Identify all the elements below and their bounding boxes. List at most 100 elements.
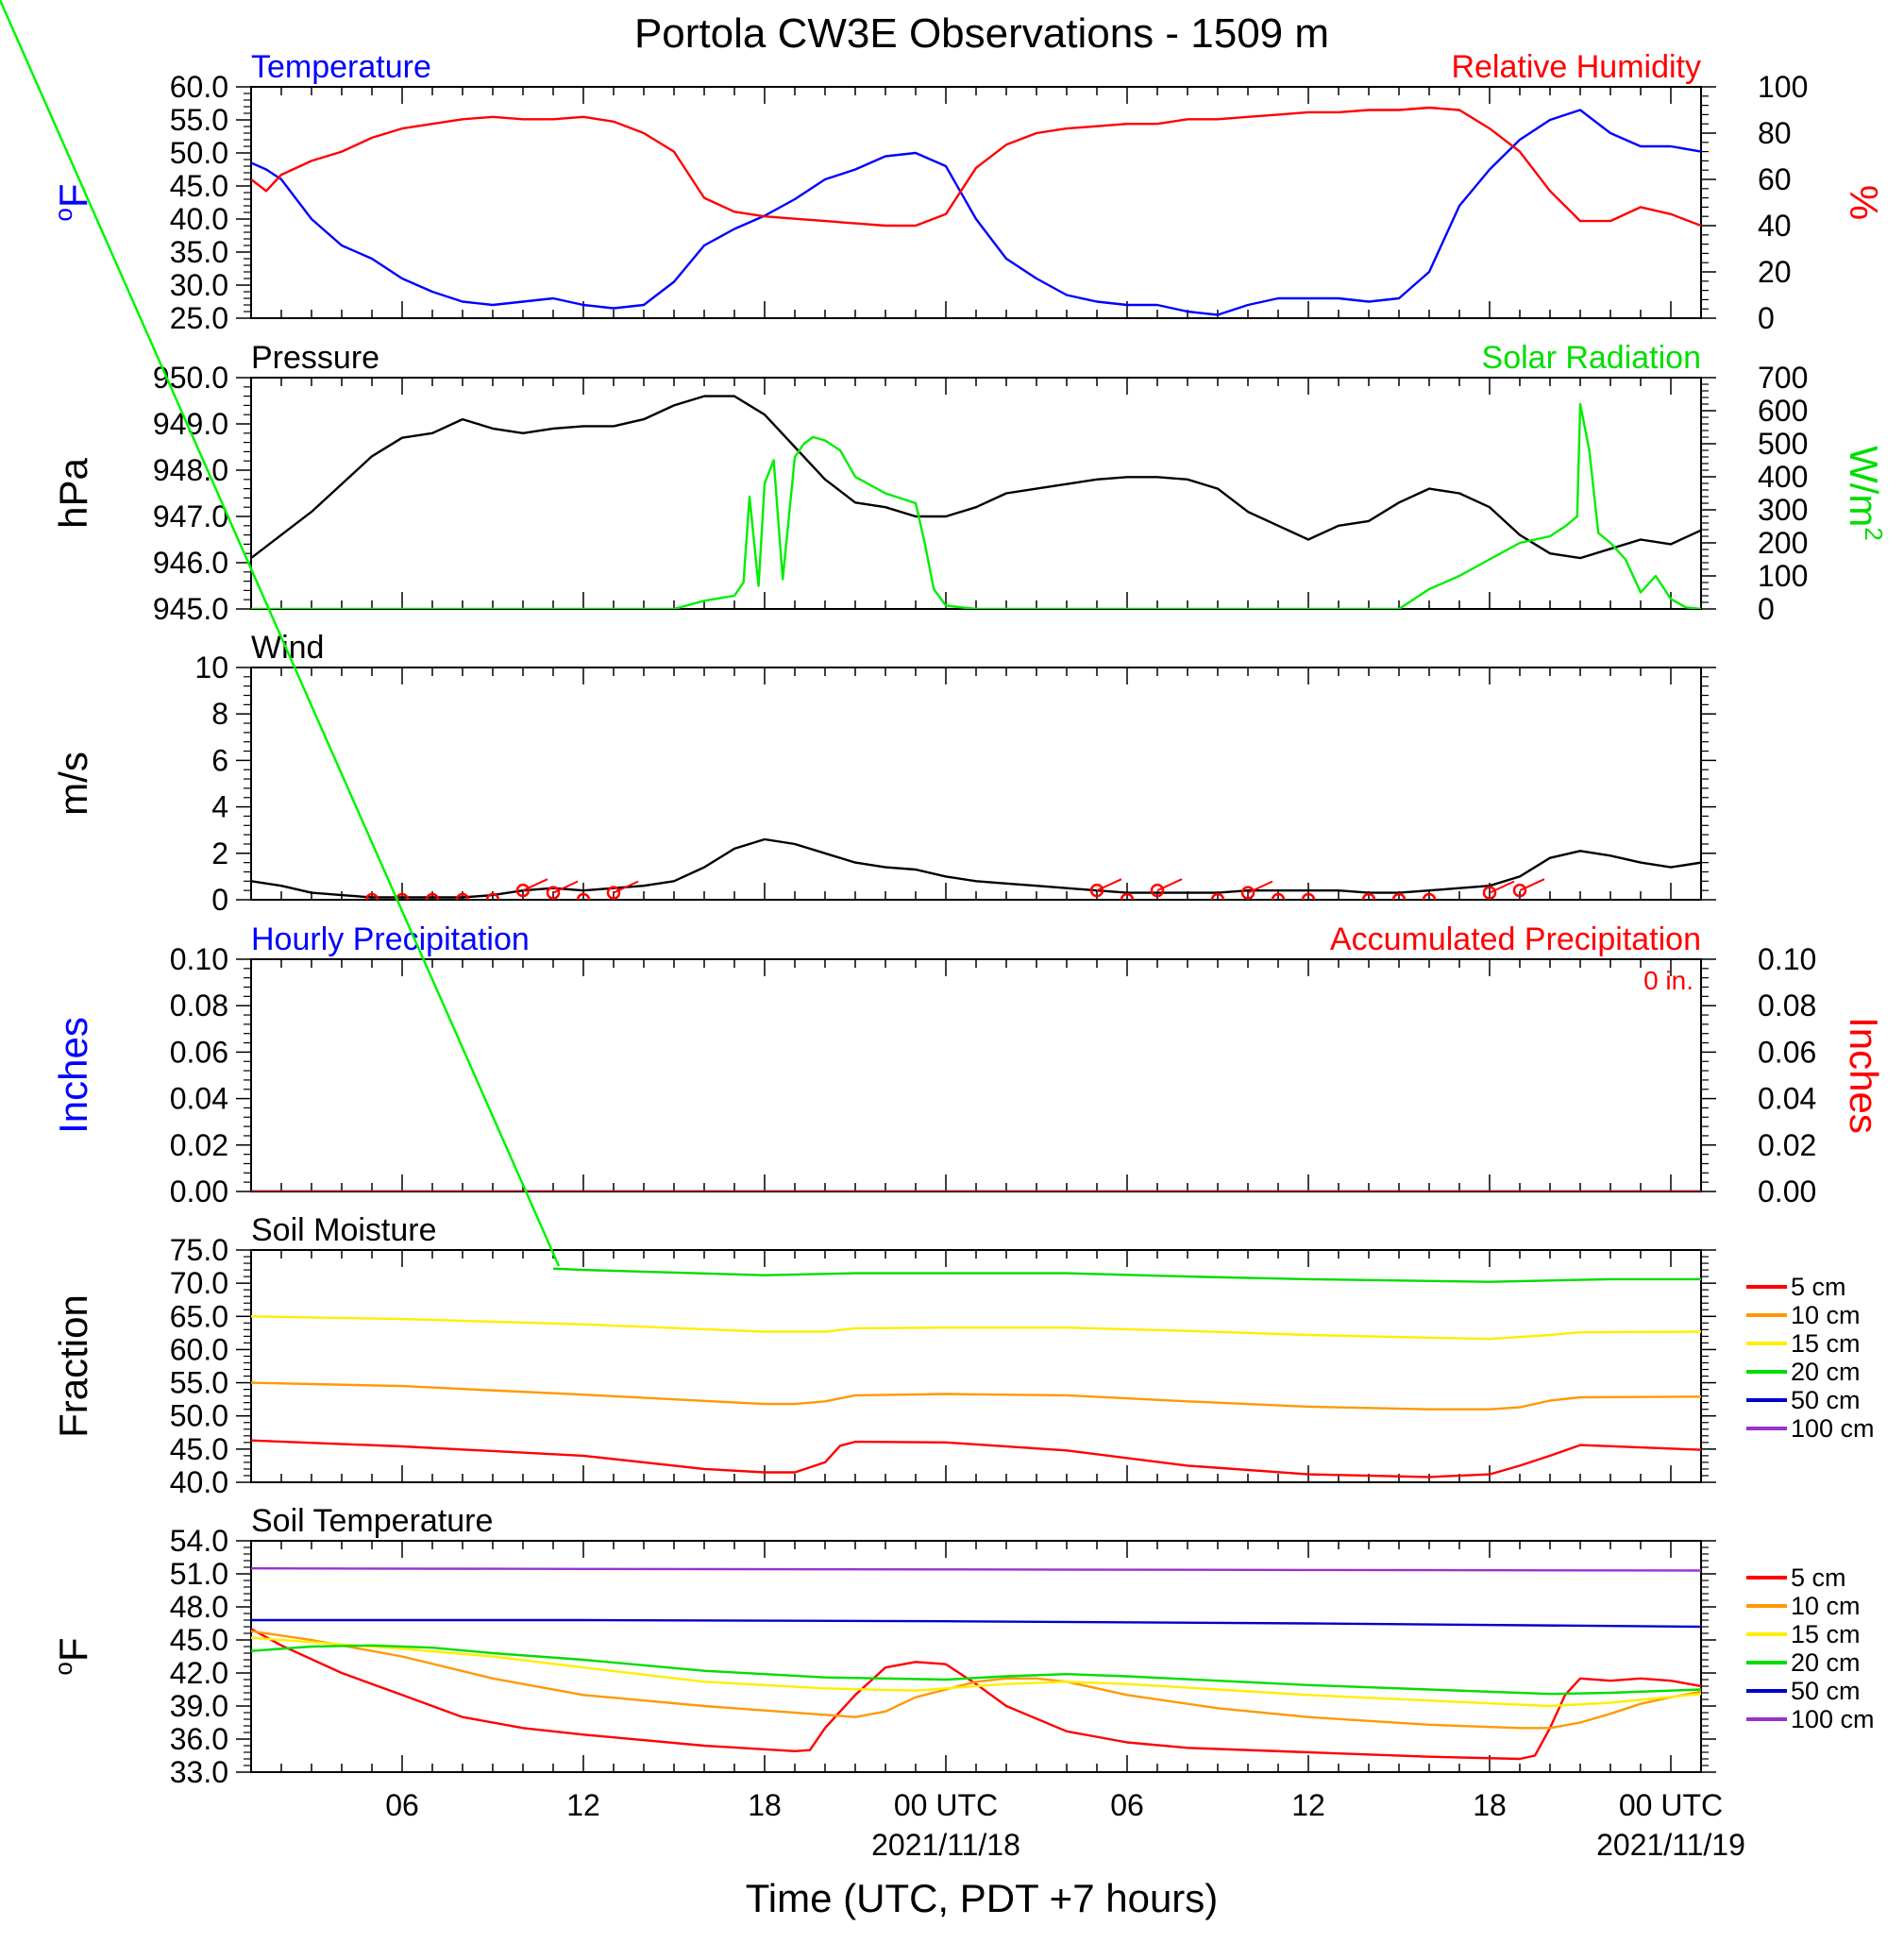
y-tick-label: 65.0 bbox=[170, 1299, 228, 1333]
legend-label: 5 cm bbox=[1791, 1273, 1846, 1301]
y-tick-label: 45.0 bbox=[170, 1432, 228, 1466]
y-tick-label: 10 bbox=[194, 650, 228, 684]
y-tick-label: 946.0 bbox=[153, 546, 228, 580]
y-tick-label: 947.0 bbox=[153, 499, 228, 533]
legend-label: 100 cm bbox=[1791, 1414, 1875, 1443]
wind-barb-staff bbox=[1519, 878, 1545, 892]
y-right-tick-label: 0.04 bbox=[1758, 1082, 1816, 1116]
y-right-tick-label: 0 bbox=[1758, 592, 1775, 626]
legend-label: 20 cm bbox=[1791, 1648, 1861, 1677]
y-tick-label: 25.0 bbox=[170, 301, 228, 335]
y-right-tick-label: 0.02 bbox=[1758, 1128, 1816, 1162]
y-tick-label: 50.0 bbox=[170, 136, 228, 170]
wind-barb-marker bbox=[1361, 892, 1376, 900]
series-solar_radiation bbox=[251, 402, 1701, 609]
wind-barb-staff bbox=[1156, 878, 1183, 892]
y-tick-label: 54.0 bbox=[170, 1524, 228, 1558]
legend-label: 100 cm bbox=[1791, 1705, 1875, 1733]
y-tick-label: 6 bbox=[211, 743, 228, 777]
y-axis-title-right: W/m2 bbox=[1842, 446, 1888, 541]
panel-precipitation: 0.00 0.02 0.04 0.06 0.08 0.10 0.00 0.02 0.04 0.06… bbox=[51, 921, 1886, 1208]
y-tick-label: 45.0 bbox=[170, 1623, 228, 1657]
y-axis-title: oF bbox=[49, 1637, 95, 1675]
x-tick-label: 06 bbox=[1110, 1788, 1144, 1822]
legend-label: 15 cm bbox=[1791, 1620, 1861, 1648]
series-pressure bbox=[251, 395, 1701, 560]
panel-temperature-humidity: 25.030.035.040.045.050.055.060.0 0 20 40 60 8… bbox=[49, 49, 1886, 335]
accumulated-total-label: 0 in. bbox=[1643, 966, 1693, 995]
y-right-tick-label: 0.00 bbox=[1758, 1174, 1816, 1208]
series-relative_humidity bbox=[251, 106, 1701, 228]
y-tick-label: 75.0 bbox=[170, 1233, 228, 1267]
y-right-tick-label: 80 bbox=[1758, 116, 1792, 150]
plot-frame bbox=[250, 958, 1702, 1192]
x-axis: 06 12 18 00 UTC 2021/11/18 06 12 18 00 UTC 2021/1… bbox=[385, 1788, 1745, 1920]
panel-pressure-solar: 945.0 946.0 947.0 948.0 949.0 950.0 0100200300… bbox=[51, 340, 1888, 626]
legend-label: 50 cm bbox=[1791, 1386, 1861, 1414]
wind-barb-marker bbox=[1271, 892, 1286, 900]
legend-label: 5 cm bbox=[1791, 1563, 1846, 1592]
wind-barb-marker bbox=[455, 892, 470, 900]
panel-title-left: Hourly Precipitation bbox=[251, 921, 530, 957]
y-right-tick-label: 20 bbox=[1758, 255, 1792, 289]
y-tick-label: 0.02 bbox=[170, 1128, 228, 1162]
series-layer bbox=[251, 106, 1701, 316]
legend-label: 15 cm bbox=[1791, 1329, 1861, 1358]
series-5-cm bbox=[251, 1439, 1701, 1478]
wind-barb-marker bbox=[1482, 886, 1497, 900]
y-tick-label: 0.00 bbox=[170, 1174, 228, 1208]
series-layer bbox=[251, 1267, 1701, 1478]
panel-soil-moisture: 40.045.050.055.060.065.070.075.0 Soil Moi… bbox=[51, 1212, 1875, 1499]
wind-barb-staff bbox=[613, 880, 639, 894]
wind-barb-marker bbox=[1391, 892, 1407, 900]
series-10-cm bbox=[251, 1381, 1701, 1411]
y-tick-label: 30.0 bbox=[170, 268, 228, 302]
y-axis-title-right: % bbox=[1842, 185, 1886, 220]
y-tick-label: 70.0 bbox=[170, 1266, 228, 1300]
plot-frame bbox=[250, 377, 1702, 610]
stray-green-line bbox=[0, 0, 561, 1267]
y-tick-label: 39.0 bbox=[170, 1689, 228, 1723]
plot-frame bbox=[250, 86, 1702, 319]
y-right-tick-label: 400 bbox=[1758, 460, 1808, 494]
y-tick-label: 0.06 bbox=[170, 1035, 228, 1069]
x-tick-label: 00 UTC bbox=[1619, 1788, 1723, 1822]
y-axis-title: Inches bbox=[51, 1017, 95, 1134]
y-tick-label: 42.0 bbox=[170, 1656, 228, 1690]
plot-frame bbox=[250, 1540, 1702, 1773]
y-tick-label: 2 bbox=[211, 836, 228, 870]
y-right-tick-label: 40 bbox=[1758, 209, 1792, 243]
panels: 25.030.035.040.045.050.055.060.002040608… bbox=[49, 49, 1888, 1789]
y-tick-label: 48.0 bbox=[170, 1590, 228, 1624]
series-layer bbox=[251, 395, 1701, 609]
y-right-tick-label: 600 bbox=[1758, 394, 1808, 428]
wind-barb-marker bbox=[1210, 892, 1225, 900]
wind-barb-staff bbox=[1489, 880, 1515, 894]
y-tick-label: 50.0 bbox=[170, 1399, 228, 1433]
panel-wind: 0 2 4 6 8 10 Wind m/s bbox=[51, 630, 1716, 917]
y-right-tick-label: 300 bbox=[1758, 493, 1808, 527]
wind-barb-marker bbox=[1301, 892, 1316, 900]
x-axis-title: Time (UTC, PDT +7 hours) bbox=[746, 1876, 1219, 1920]
wind-barb-marker bbox=[1422, 892, 1437, 900]
y-right-tick-label: 700 bbox=[1758, 361, 1808, 395]
wind-barb-staff bbox=[522, 878, 548, 892]
series-50-cm bbox=[251, 1618, 1701, 1629]
series-5-cm bbox=[251, 1628, 1701, 1761]
wind-barb-marker bbox=[606, 886, 621, 900]
y-tick-label: 33.0 bbox=[170, 1755, 228, 1789]
wind-barb-staff bbox=[1096, 878, 1122, 892]
x-tick-label: 12 bbox=[1291, 1788, 1325, 1822]
y-tick-label: 4 bbox=[211, 790, 228, 824]
y-tick-label: 55.0 bbox=[170, 1366, 228, 1400]
legend-label: 10 cm bbox=[1791, 1301, 1861, 1329]
y-right-tick-label: 500 bbox=[1758, 427, 1808, 461]
y-right-tick-label: 0.08 bbox=[1758, 988, 1816, 1022]
y-axis-title: Fraction bbox=[51, 1294, 95, 1438]
y-right-tick-label: 60 bbox=[1758, 162, 1792, 196]
wind-barb-marker bbox=[1120, 892, 1135, 900]
y-tick-label: 60.0 bbox=[170, 1332, 228, 1366]
